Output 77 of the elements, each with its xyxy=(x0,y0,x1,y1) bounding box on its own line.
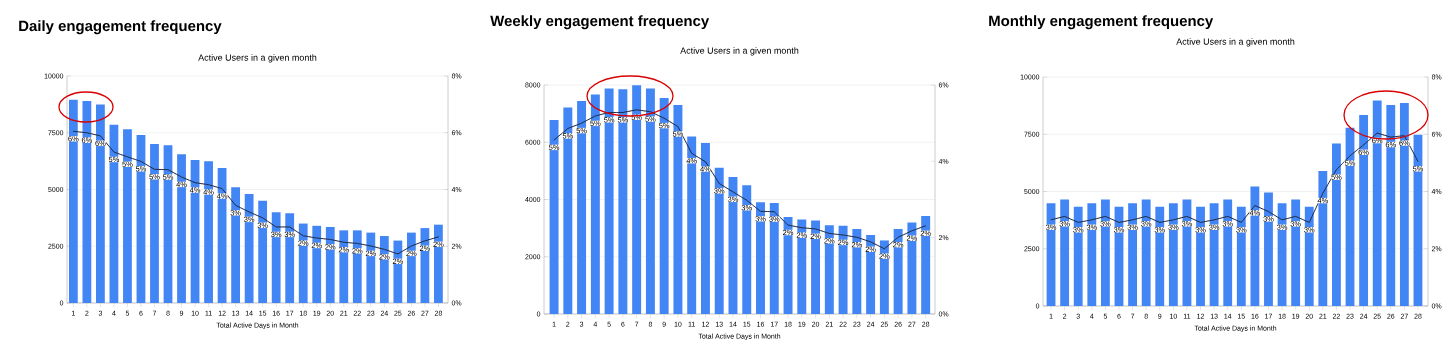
bar xyxy=(68,99,78,303)
bar xyxy=(1291,199,1301,306)
chart-title: Weekly engagement frequency xyxy=(490,15,710,30)
bar xyxy=(1332,143,1341,306)
bar xyxy=(769,202,779,314)
bar xyxy=(879,240,889,314)
bar xyxy=(824,225,834,314)
bar xyxy=(1060,199,1070,306)
bar xyxy=(811,220,821,314)
bar xyxy=(352,230,362,303)
bar xyxy=(379,236,389,303)
bar xyxy=(1304,206,1314,306)
bar xyxy=(756,202,765,314)
bar xyxy=(1155,206,1165,306)
bar xyxy=(838,225,848,314)
bar xyxy=(339,230,349,303)
bar xyxy=(1264,192,1273,306)
bar xyxy=(590,94,600,314)
bar xyxy=(258,200,268,303)
bar xyxy=(700,143,710,314)
bar xyxy=(893,228,903,314)
bar xyxy=(1128,203,1137,306)
bar xyxy=(325,226,335,303)
bar xyxy=(1209,203,1219,306)
bar xyxy=(285,213,295,303)
bar xyxy=(549,119,559,314)
chart-subtitle: Active Users in a given month xyxy=(198,54,317,63)
bar xyxy=(742,185,752,314)
bar xyxy=(797,219,807,314)
bar xyxy=(1399,103,1409,306)
bar xyxy=(1196,206,1205,306)
bar xyxy=(271,212,281,303)
chart-title: Daily engagement frequency xyxy=(19,20,222,35)
bar xyxy=(393,240,403,303)
bar xyxy=(632,85,642,314)
bar xyxy=(1250,186,1260,306)
bar xyxy=(618,89,628,314)
bar xyxy=(604,88,614,314)
bar xyxy=(177,154,186,303)
bar xyxy=(1087,203,1097,306)
bar xyxy=(714,167,724,314)
bar xyxy=(150,144,159,303)
bar xyxy=(1141,199,1151,306)
bar xyxy=(244,194,254,303)
bar xyxy=(1372,100,1382,306)
bar xyxy=(1318,171,1328,306)
bar xyxy=(204,161,213,303)
bar xyxy=(687,136,697,314)
bar xyxy=(1168,203,1178,306)
bar xyxy=(298,223,308,303)
bar xyxy=(123,129,132,303)
bar xyxy=(1073,206,1083,306)
bar xyxy=(1223,199,1233,306)
bar xyxy=(434,224,443,303)
bar xyxy=(1100,199,1110,306)
chart-title: Monthly engagement frequency xyxy=(989,15,1214,30)
bar xyxy=(659,97,669,314)
chart-subtitle: Active Users in a given month xyxy=(680,47,799,56)
bar xyxy=(231,187,241,303)
bar xyxy=(645,88,655,314)
bar xyxy=(673,105,683,314)
bar xyxy=(563,107,573,314)
bar xyxy=(907,222,917,314)
bar xyxy=(366,232,376,303)
bar xyxy=(1386,104,1396,306)
bar xyxy=(96,104,105,303)
chart-subtitle: Active Users in a given month xyxy=(1176,38,1295,47)
bar xyxy=(577,101,587,314)
bar xyxy=(1359,115,1369,306)
bar xyxy=(1236,206,1246,306)
bar xyxy=(866,234,876,314)
bar xyxy=(783,216,793,314)
bar xyxy=(82,100,92,303)
bar xyxy=(852,228,862,314)
bar xyxy=(312,225,322,303)
bar xyxy=(406,232,416,303)
bar xyxy=(921,216,931,314)
